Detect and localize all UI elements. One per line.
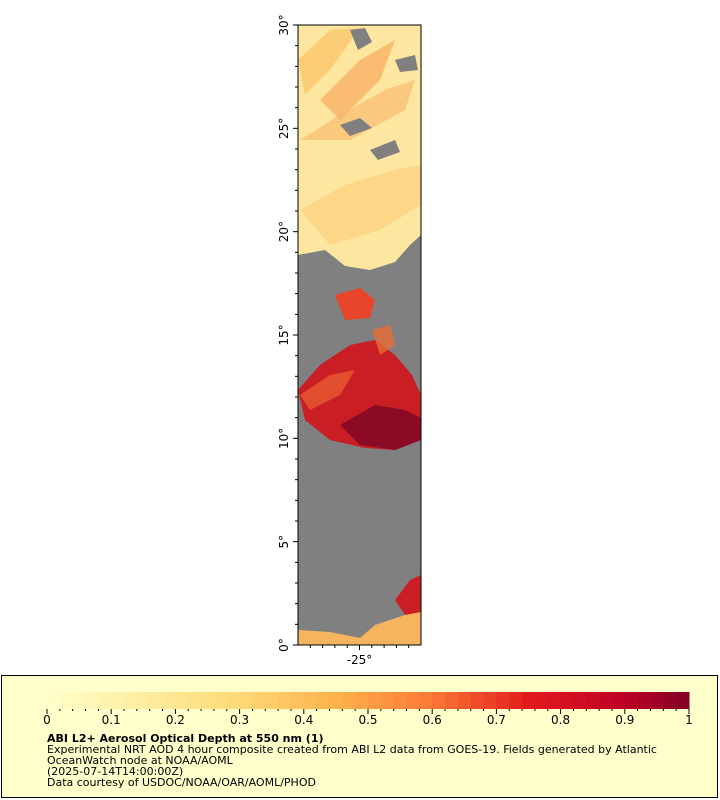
aod-region-north-streaks — [298, 28, 360, 95]
aod-gap — [395, 55, 418, 72]
lon-tick-label: -25° — [347, 653, 373, 667]
aod-region-south — [298, 612, 421, 645]
lat-tick-label: 25° — [277, 118, 291, 139]
lat-tick-label: 0° — [277, 638, 291, 652]
aod-region-central-edge — [372, 325, 395, 355]
aod-region-north-streaks — [300, 80, 415, 140]
aod-gap — [370, 140, 400, 160]
latitude-axis: 0° 5° 10° 15° 20° 25° 30° — [277, 14, 298, 652]
legend-credit: Data courtesy of USDOC/NOAA/OAR/AOML/PHO… — [47, 776, 316, 789]
legend-timestamp: (2025-07-14T14:00:00Z) — [47, 765, 184, 778]
aod-gap — [350, 28, 372, 50]
lat-tick-label: 15° — [277, 324, 291, 345]
lat-tick-label: 30° — [277, 14, 291, 35]
aod-region-central-edge — [300, 370, 355, 410]
lat-tick-label: 20° — [277, 221, 291, 242]
map-figure: 0° 5° 10° 15° 20° 25° 30° -25° — [277, 14, 422, 667]
longitude-axis: -25° — [309, 645, 410, 667]
lat-tick-label: 10° — [277, 428, 291, 449]
map-plot-area — [298, 25, 421, 645]
legend-title: ABI L2+ Aerosol Optical Depth at 550 nm … — [47, 732, 324, 745]
aod-region-southeast — [395, 575, 421, 615]
aod-region-17n — [335, 288, 375, 320]
aod-gap — [340, 118, 372, 136]
aod-region-north-streaks — [320, 40, 395, 120]
aod-region-central-core — [340, 405, 421, 450]
aod-region-north-streaks — [300, 165, 421, 245]
legend-description: Experimental NRT AOD 4 hour composite cr… — [47, 743, 657, 767]
lat-tick-label: 5° — [277, 535, 291, 549]
